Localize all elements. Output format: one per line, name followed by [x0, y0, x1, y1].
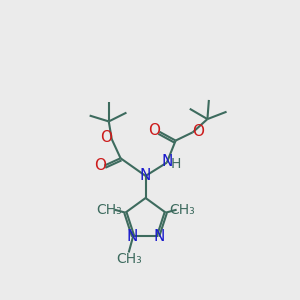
Text: CH₃: CH₃	[116, 252, 142, 266]
Text: N: N	[139, 168, 151, 183]
Text: H: H	[171, 157, 181, 171]
Text: CH₃: CH₃	[169, 203, 195, 217]
Text: O: O	[100, 130, 112, 145]
Text: N: N	[162, 154, 173, 169]
Text: O: O	[192, 124, 204, 139]
Text: N: N	[126, 229, 138, 244]
Text: N: N	[154, 229, 165, 244]
Text: O: O	[94, 158, 106, 173]
Text: CH₃: CH₃	[96, 203, 122, 217]
Text: O: O	[148, 123, 160, 138]
